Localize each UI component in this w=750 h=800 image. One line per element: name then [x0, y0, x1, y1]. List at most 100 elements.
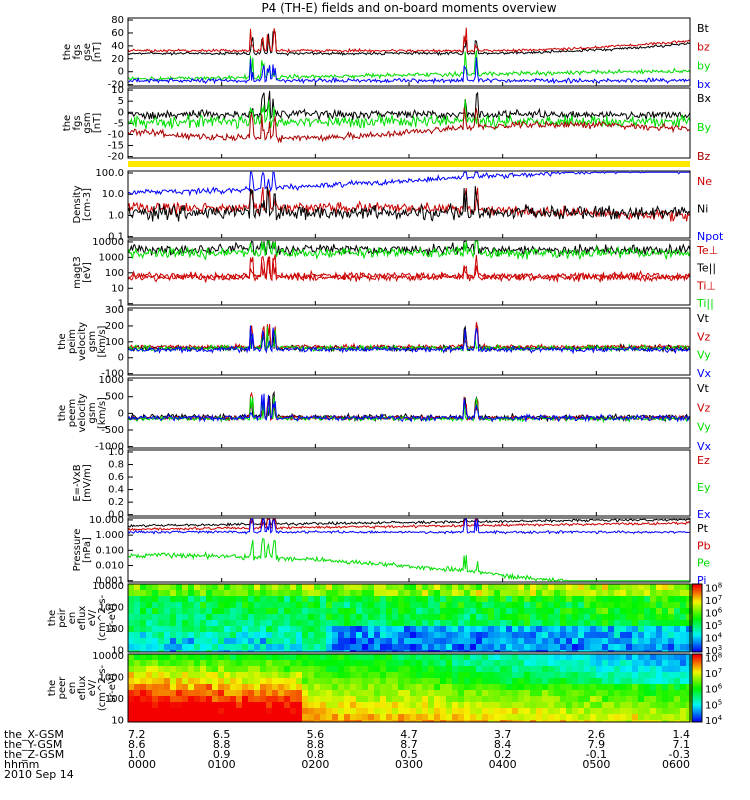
- heatmap-cell: [164, 602, 171, 609]
- heatmap-cell: [326, 666, 333, 673]
- heatmap-cell: [182, 678, 189, 685]
- heatmap-cell: [644, 626, 651, 633]
- heatmap-cell: [254, 660, 261, 667]
- heatmap-cell: [308, 620, 315, 627]
- heatmap-cell: [440, 672, 447, 679]
- heatmap-cell: [326, 714, 333, 721]
- heatmap-cell: [524, 620, 531, 627]
- heatmap-cell: [278, 626, 285, 633]
- heatmap-cell: [578, 654, 585, 661]
- heatmap-cell: [530, 684, 537, 691]
- heatmap-cell: [398, 690, 405, 697]
- heatmap-cell: [626, 632, 633, 639]
- heatmap-cell: [686, 708, 693, 715]
- heatmap-cell: [314, 650, 321, 653]
- heatmap-cell: [170, 584, 177, 591]
- heatmap-cell: [206, 696, 213, 703]
- heatmap-cell: [404, 696, 411, 703]
- heatmap-cell: [668, 678, 675, 685]
- heatmap-cell: [572, 626, 579, 633]
- heatmap-cell: [452, 626, 459, 633]
- heatmap-cell: [398, 666, 405, 673]
- heatmap-cell: [542, 608, 549, 615]
- heatmap-cell: [422, 696, 429, 703]
- heatmap-cell: [374, 720, 381, 723]
- heatmap-cell: [572, 696, 579, 703]
- heatmap-cell: [632, 666, 639, 673]
- colorbar-cell: [692, 684, 702, 687]
- heatmap-cell: [422, 690, 429, 697]
- heatmap-cell: [416, 632, 423, 639]
- heatmap-cell: [542, 702, 549, 709]
- heatmap-cell: [404, 608, 411, 615]
- heatmap-cell: [140, 584, 147, 591]
- heatmap-cell: [314, 660, 321, 667]
- heatmap-cell: [392, 626, 399, 633]
- heatmap-cell: [182, 644, 189, 651]
- heatmap-cell: [482, 708, 489, 715]
- heatmap-cell: [686, 666, 693, 673]
- heatmap-cell: [416, 684, 423, 691]
- ytick-label: 1000: [99, 673, 124, 684]
- heatmap-cell: [158, 702, 165, 709]
- colorbar-cell: [692, 614, 702, 617]
- heatmap-cell: [332, 720, 339, 723]
- heatmap-cell: [500, 678, 507, 685]
- heatmap-cell: [344, 654, 351, 661]
- heatmap-cell: [224, 638, 231, 645]
- heatmap-cell: [416, 666, 423, 673]
- heatmap-cell: [584, 584, 591, 591]
- heatmap-cell: [458, 584, 465, 591]
- legend-vt: Vt: [697, 312, 710, 325]
- heatmap-cell: [470, 626, 477, 633]
- heatmap-cell: [470, 608, 477, 615]
- heatmap-cell: [164, 690, 171, 697]
- heatmap-cell: [356, 666, 363, 673]
- heatmap-cell: [188, 614, 195, 621]
- heatmap-cell: [668, 714, 675, 721]
- panel-ylabel: gse: [82, 43, 93, 61]
- heatmap-cell: [614, 672, 621, 679]
- heatmap-cell: [134, 590, 141, 597]
- colorbar-cell: [692, 682, 702, 686]
- heatmap-cell: [482, 602, 489, 609]
- heatmap-cell: [230, 702, 237, 709]
- heatmap-cell: [338, 678, 345, 685]
- heatmap-cell: [476, 684, 483, 691]
- heatmap-cell: [128, 720, 135, 723]
- panel-ylabel: [nT]: [92, 113, 103, 133]
- heatmap-cell: [452, 660, 459, 667]
- heatmap-cell: [464, 638, 471, 645]
- heatmap-cell: [590, 654, 597, 661]
- heatmap-cell: [164, 650, 171, 653]
- heatmap-cell: [542, 590, 549, 597]
- heatmap-cell: [272, 666, 279, 673]
- heatmap-cell: [248, 638, 255, 645]
- heatmap-cell: [392, 602, 399, 609]
- heatmap-cell: [590, 638, 597, 645]
- heatmap-cell: [284, 696, 291, 703]
- heatmap-cell: [500, 672, 507, 679]
- ytick-label: 0.100: [95, 545, 124, 556]
- series-te: [127, 254, 691, 284]
- heatmap-cell: [566, 590, 573, 597]
- heatmap-cell: [182, 620, 189, 627]
- heatmap-cell: [488, 638, 495, 645]
- heatmap-cell: [392, 714, 399, 721]
- heatmap-cell: [386, 644, 393, 651]
- heatmap-cell: [620, 702, 627, 709]
- heatmap-cell: [602, 584, 609, 591]
- heatmap-cell: [356, 584, 363, 591]
- heatmap-cell: [608, 702, 615, 709]
- heatmap-cell: [584, 632, 591, 639]
- heatmap-cell: [260, 654, 267, 661]
- heatmap-cell: [260, 684, 267, 691]
- panel-ylabel: fgs: [72, 44, 83, 59]
- colorbar-cell: [692, 635, 702, 638]
- heatmap-cell: [566, 702, 573, 709]
- heatmap-cell: [572, 690, 579, 697]
- heatmap-cell: [374, 608, 381, 615]
- heatmap-cell: [140, 720, 147, 723]
- heatmap-cell: [494, 626, 501, 633]
- colorbar-cell: [692, 696, 702, 699]
